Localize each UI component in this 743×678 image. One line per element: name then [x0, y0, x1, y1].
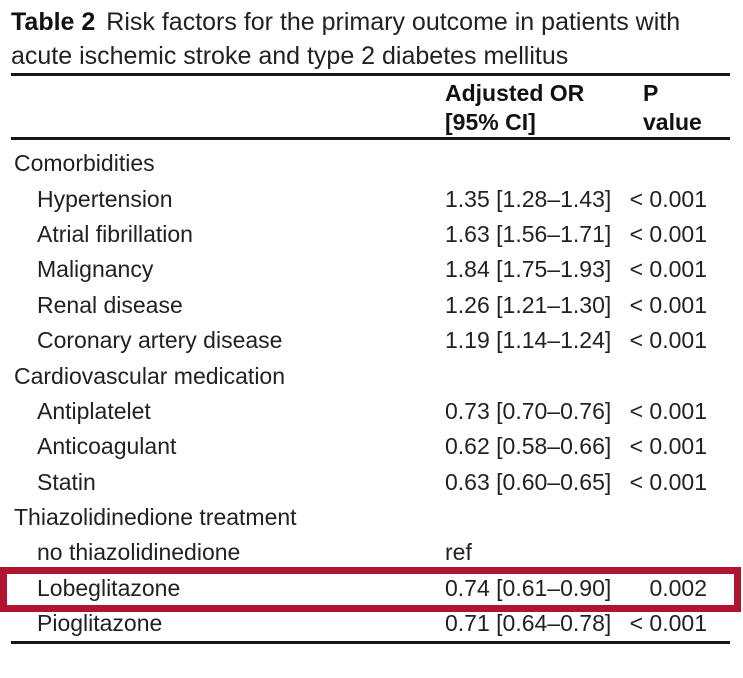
p-value: < 0.001 — [629, 610, 707, 637]
table-row-no-thiazolidinedione: no thiazolidinedione ref — [11, 535, 730, 570]
table-row-group-comorbidities: Comorbidities — [11, 146, 730, 181]
or-value: 0.62 [0.58–0.66] — [445, 433, 612, 460]
header-cell-p-value: P value — [643, 79, 730, 137]
table-row-renal-disease: Renal disease 1.26 [1.21–1.30] < 0.001 — [11, 288, 730, 323]
p-value: < 0.001 — [629, 185, 707, 212]
or-value: 1.26 [1.21–1.30] — [445, 291, 612, 318]
or-value: 0.73 [0.70–0.76] — [445, 397, 612, 424]
table-row-pioglitazone: Pioglitazone 0.71 [0.64–0.78] < 0.001 — [11, 606, 730, 641]
row-label: Statin — [37, 468, 96, 495]
p-value: < 0.001 — [629, 256, 707, 283]
header-cell-adjusted-or: Adjusted OR [95% CI] — [445, 79, 643, 137]
row-label: Thiazolidinedione treatment — [14, 504, 297, 531]
header-cell-empty — [11, 79, 445, 137]
table-rule-header-bottom — [11, 137, 730, 140]
row-label: Malignancy — [37, 256, 154, 283]
p-value: < 0.001 — [629, 397, 707, 424]
row-label: Hypertension — [37, 185, 173, 212]
p-header-line2: value — [643, 109, 702, 135]
caption-line1: Risk factors for the primary outcome in … — [106, 8, 681, 36]
p-value: < 0.001 — [629, 220, 707, 247]
table-row-hypertension: Hypertension 1.35 [1.28–1.43] < 0.001 — [11, 181, 730, 216]
table-row-malignancy: Malignancy 1.84 [1.75–1.93] < 0.001 — [11, 252, 730, 287]
row-label: Comorbidities — [14, 150, 155, 177]
table-row-antiplatelet: Antiplatelet 0.73 [0.70–0.76] < 0.001 — [11, 394, 730, 429]
table-caption: Table 2 Risk factors for the primary outc… — [11, 5, 726, 73]
table-number: Table 2 — [11, 8, 96, 36]
or-value: 1.19 [1.14–1.24] — [445, 327, 612, 354]
or-value: 0.74 [0.61–0.90] — [445, 574, 612, 601]
row-label: Antiplatelet — [37, 397, 151, 424]
table-row-group-thiazolidinedione-treatment: Thiazolidinedione treatment — [11, 500, 730, 535]
p-header-line1: P — [643, 80, 659, 106]
or-value: 1.63 [1.56–1.71] — [445, 220, 612, 247]
row-label: Lobeglitazone — [37, 574, 181, 601]
or-header-line2: [95% CI] — [445, 109, 536, 135]
table-row-lobeglitazone: Lobeglitazone 0.74 [0.61–0.90] 0.002 — [11, 571, 730, 606]
row-label: Pioglitazone — [37, 610, 163, 637]
row-label: Atrial fibrillation — [37, 220, 193, 247]
row-label: Coronary artery disease — [37, 327, 283, 354]
table-row-group-cardiovascular-medication: Cardiovascular medication — [11, 358, 730, 393]
table-body: Comorbidities Hypertension 1.35 [1.28–1.… — [11, 146, 730, 641]
row-label: Anticoagulant — [37, 433, 177, 460]
row-label: Renal disease — [37, 291, 183, 318]
row-label: Cardiovascular medication — [14, 362, 286, 389]
row-label: no thiazolidinedione — [37, 539, 241, 566]
table-rule-top — [11, 73, 730, 76]
table-header-row: Adjusted OR [95% CI] P value — [11, 79, 730, 137]
or-value: ref — [445, 539, 472, 566]
table-rule-bottom — [11, 641, 730, 644]
p-value: < 0.001 — [629, 291, 707, 318]
p-value: < 0.001 — [629, 327, 707, 354]
or-value: 0.63 [0.60–0.65] — [445, 468, 612, 495]
table-row-coronary-artery-disease: Coronary artery disease 1.19 [1.14–1.24]… — [11, 323, 730, 358]
or-value: 1.35 [1.28–1.43] — [445, 185, 612, 212]
p-value: < 0.001 — [629, 468, 707, 495]
caption-line2: acute ischemic stroke and type 2 diabete… — [11, 42, 569, 70]
or-header-line1: Adjusted OR — [445, 80, 585, 106]
p-value: < 0.001 — [629, 433, 707, 460]
or-value: 0.71 [0.64–0.78] — [445, 610, 612, 637]
p-value: 0.002 — [649, 574, 707, 601]
or-value: 1.84 [1.75–1.93] — [445, 256, 612, 283]
table-row-anticoagulant: Anticoagulant 0.62 [0.58–0.66] < 0.001 — [11, 429, 730, 464]
table-row-atrial-fibrillation: Atrial fibrillation 1.63 [1.56–1.71] < 0… — [11, 217, 730, 252]
table-row-statin: Statin 0.63 [0.60–0.65] < 0.001 — [11, 465, 730, 500]
